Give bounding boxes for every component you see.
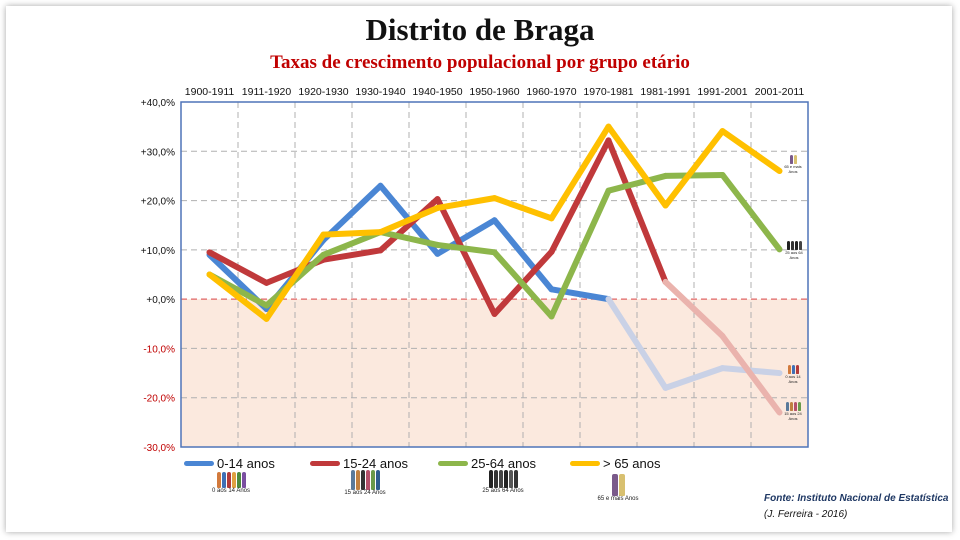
- series-segment: [206, 249, 270, 286]
- series-segment: [662, 171, 726, 179]
- series-segment: [719, 128, 783, 174]
- legend-label: 25-64 anos: [471, 456, 537, 471]
- series-segment: [434, 196, 498, 317]
- x-tick-label: 1911-1920: [242, 86, 292, 98]
- x-tick-label: 1900-1911: [185, 86, 235, 98]
- people-illustration-icon: [476, 470, 530, 488]
- y-tick-label: +30,0%: [141, 147, 175, 158]
- series-segment: [548, 187, 612, 320]
- side-label-65-plus: 65 e mais Anos: [782, 155, 804, 174]
- series-segment: [662, 278, 726, 340]
- author-note: (J. Ferreira - 2016): [764, 509, 848, 520]
- x-tick-label: 1981-1991: [640, 86, 690, 98]
- x-tick-label: 1930-1940: [355, 86, 405, 98]
- thumbnail-0-14: 0 aos 14 Anos: [204, 472, 258, 494]
- legend-swatch: [184, 461, 214, 466]
- thumbnail-caption: 25 aos 64 Anos: [482, 488, 524, 494]
- chart-subtitle: Taxas de crescimento populacional por gr…: [270, 52, 690, 73]
- elderly-couple-icon: [596, 474, 640, 496]
- series-segment: [662, 365, 726, 391]
- series-segment: [605, 172, 669, 194]
- series-segment: [548, 137, 612, 255]
- thumbnail-caption: 65 e mais Anos: [597, 496, 639, 502]
- side-label-text: 15 aos 24 Anos: [784, 411, 802, 421]
- y-tick-label: +40,0%: [141, 98, 175, 109]
- series-segment: [377, 196, 441, 254]
- series-segment: [605, 137, 669, 285]
- series-segment: [491, 249, 555, 320]
- side-label-text: 65 e mais Anos: [784, 164, 802, 174]
- x-tick-label: 1920-1930: [298, 86, 348, 98]
- series-segment: [320, 182, 384, 243]
- x-tick-label: 1991-2001: [697, 86, 747, 98]
- y-tick-label: +20,0%: [141, 197, 175, 208]
- series-segment: [434, 241, 498, 256]
- series-segment: [719, 171, 783, 253]
- series-segment: [206, 271, 270, 322]
- y-tick-label: -20,0%: [143, 394, 175, 405]
- people-illustration-icon: [338, 470, 392, 490]
- people-illustration-icon: [780, 402, 806, 411]
- legend-swatch: [570, 461, 600, 466]
- series-segment: [434, 195, 498, 211]
- thumbnail-15-24: 15 aos 24 Anos: [338, 470, 392, 496]
- legend-item-15-24: 15-24 anos: [310, 456, 408, 471]
- side-label-text: 25 aos 64 Anos: [785, 250, 803, 260]
- legend-item-65-plus: > 65 anos: [570, 456, 660, 471]
- x-tick-label: 1950-1960: [469, 86, 519, 98]
- series-segment: [605, 123, 669, 209]
- series-segment: [491, 217, 555, 293]
- series-segment: [377, 204, 441, 236]
- legend-item-25-64: 25-64 anos: [438, 456, 536, 471]
- chart-title: Distrito de Braga: [365, 12, 595, 47]
- y-tick-label: -10,0%: [143, 344, 175, 355]
- series-segment: [548, 123, 612, 222]
- series-segment: [320, 229, 384, 238]
- side-label-15-24: 15 aos 24 Anos: [780, 402, 806, 421]
- people-illustration-icon: [204, 472, 258, 488]
- y-tick-label: -30,0%: [143, 443, 175, 454]
- y-tick-label: +0,0%: [146, 295, 175, 306]
- y-tick-label: +10,0%: [141, 246, 175, 257]
- series-segment: [263, 231, 327, 322]
- thumbnail-65-plus: 65 e mais Anos: [596, 474, 640, 502]
- series-segment: [491, 195, 555, 222]
- legend-item-0-14: 0-14 anos: [184, 456, 275, 471]
- thumbnail-caption: 15 aos 24 Anos: [344, 490, 386, 496]
- series-segment: [320, 247, 384, 263]
- series-segment: [377, 229, 441, 248]
- series-segment: [719, 333, 783, 416]
- people-illustration-icon: [781, 365, 805, 374]
- side-label-0-14: 0 aos 14 Anos: [781, 365, 805, 384]
- series-segment: [605, 296, 669, 391]
- side-label-text: 0 aos 14 Anos: [785, 374, 801, 384]
- legend-label: 15-24 anos: [343, 456, 409, 471]
- x-tick-label: 2001-2011: [755, 86, 805, 98]
- x-tick-label: 1960-1970: [526, 86, 576, 98]
- legend-label: 0-14 anos: [217, 456, 275, 471]
- series--65-anos: [206, 123, 783, 322]
- people-illustration-icon: [781, 241, 807, 250]
- x-tick-label: 1970-1981: [583, 86, 633, 98]
- series-segment: [662, 128, 726, 209]
- series-segment: [320, 229, 384, 258]
- legend-swatch: [438, 461, 468, 466]
- legend-swatch: [310, 461, 340, 466]
- side-label-25-64: 25 aos 64 Anos: [781, 241, 807, 260]
- series-15-24-anos: [206, 137, 783, 416]
- elderly-couple-icon: [782, 155, 804, 164]
- x-tick-label: 1940-1950: [412, 86, 462, 98]
- thumbnail-caption: 0 aos 14 Anos: [211, 488, 251, 494]
- plot-border: [180, 101, 809, 448]
- thumbnail-25-64: 25 aos 64 Anos: [476, 470, 530, 494]
- source-note: Fonte: Instituto Nacional de Estatística: [764, 493, 949, 504]
- legend-label: > 65 anos: [603, 456, 661, 471]
